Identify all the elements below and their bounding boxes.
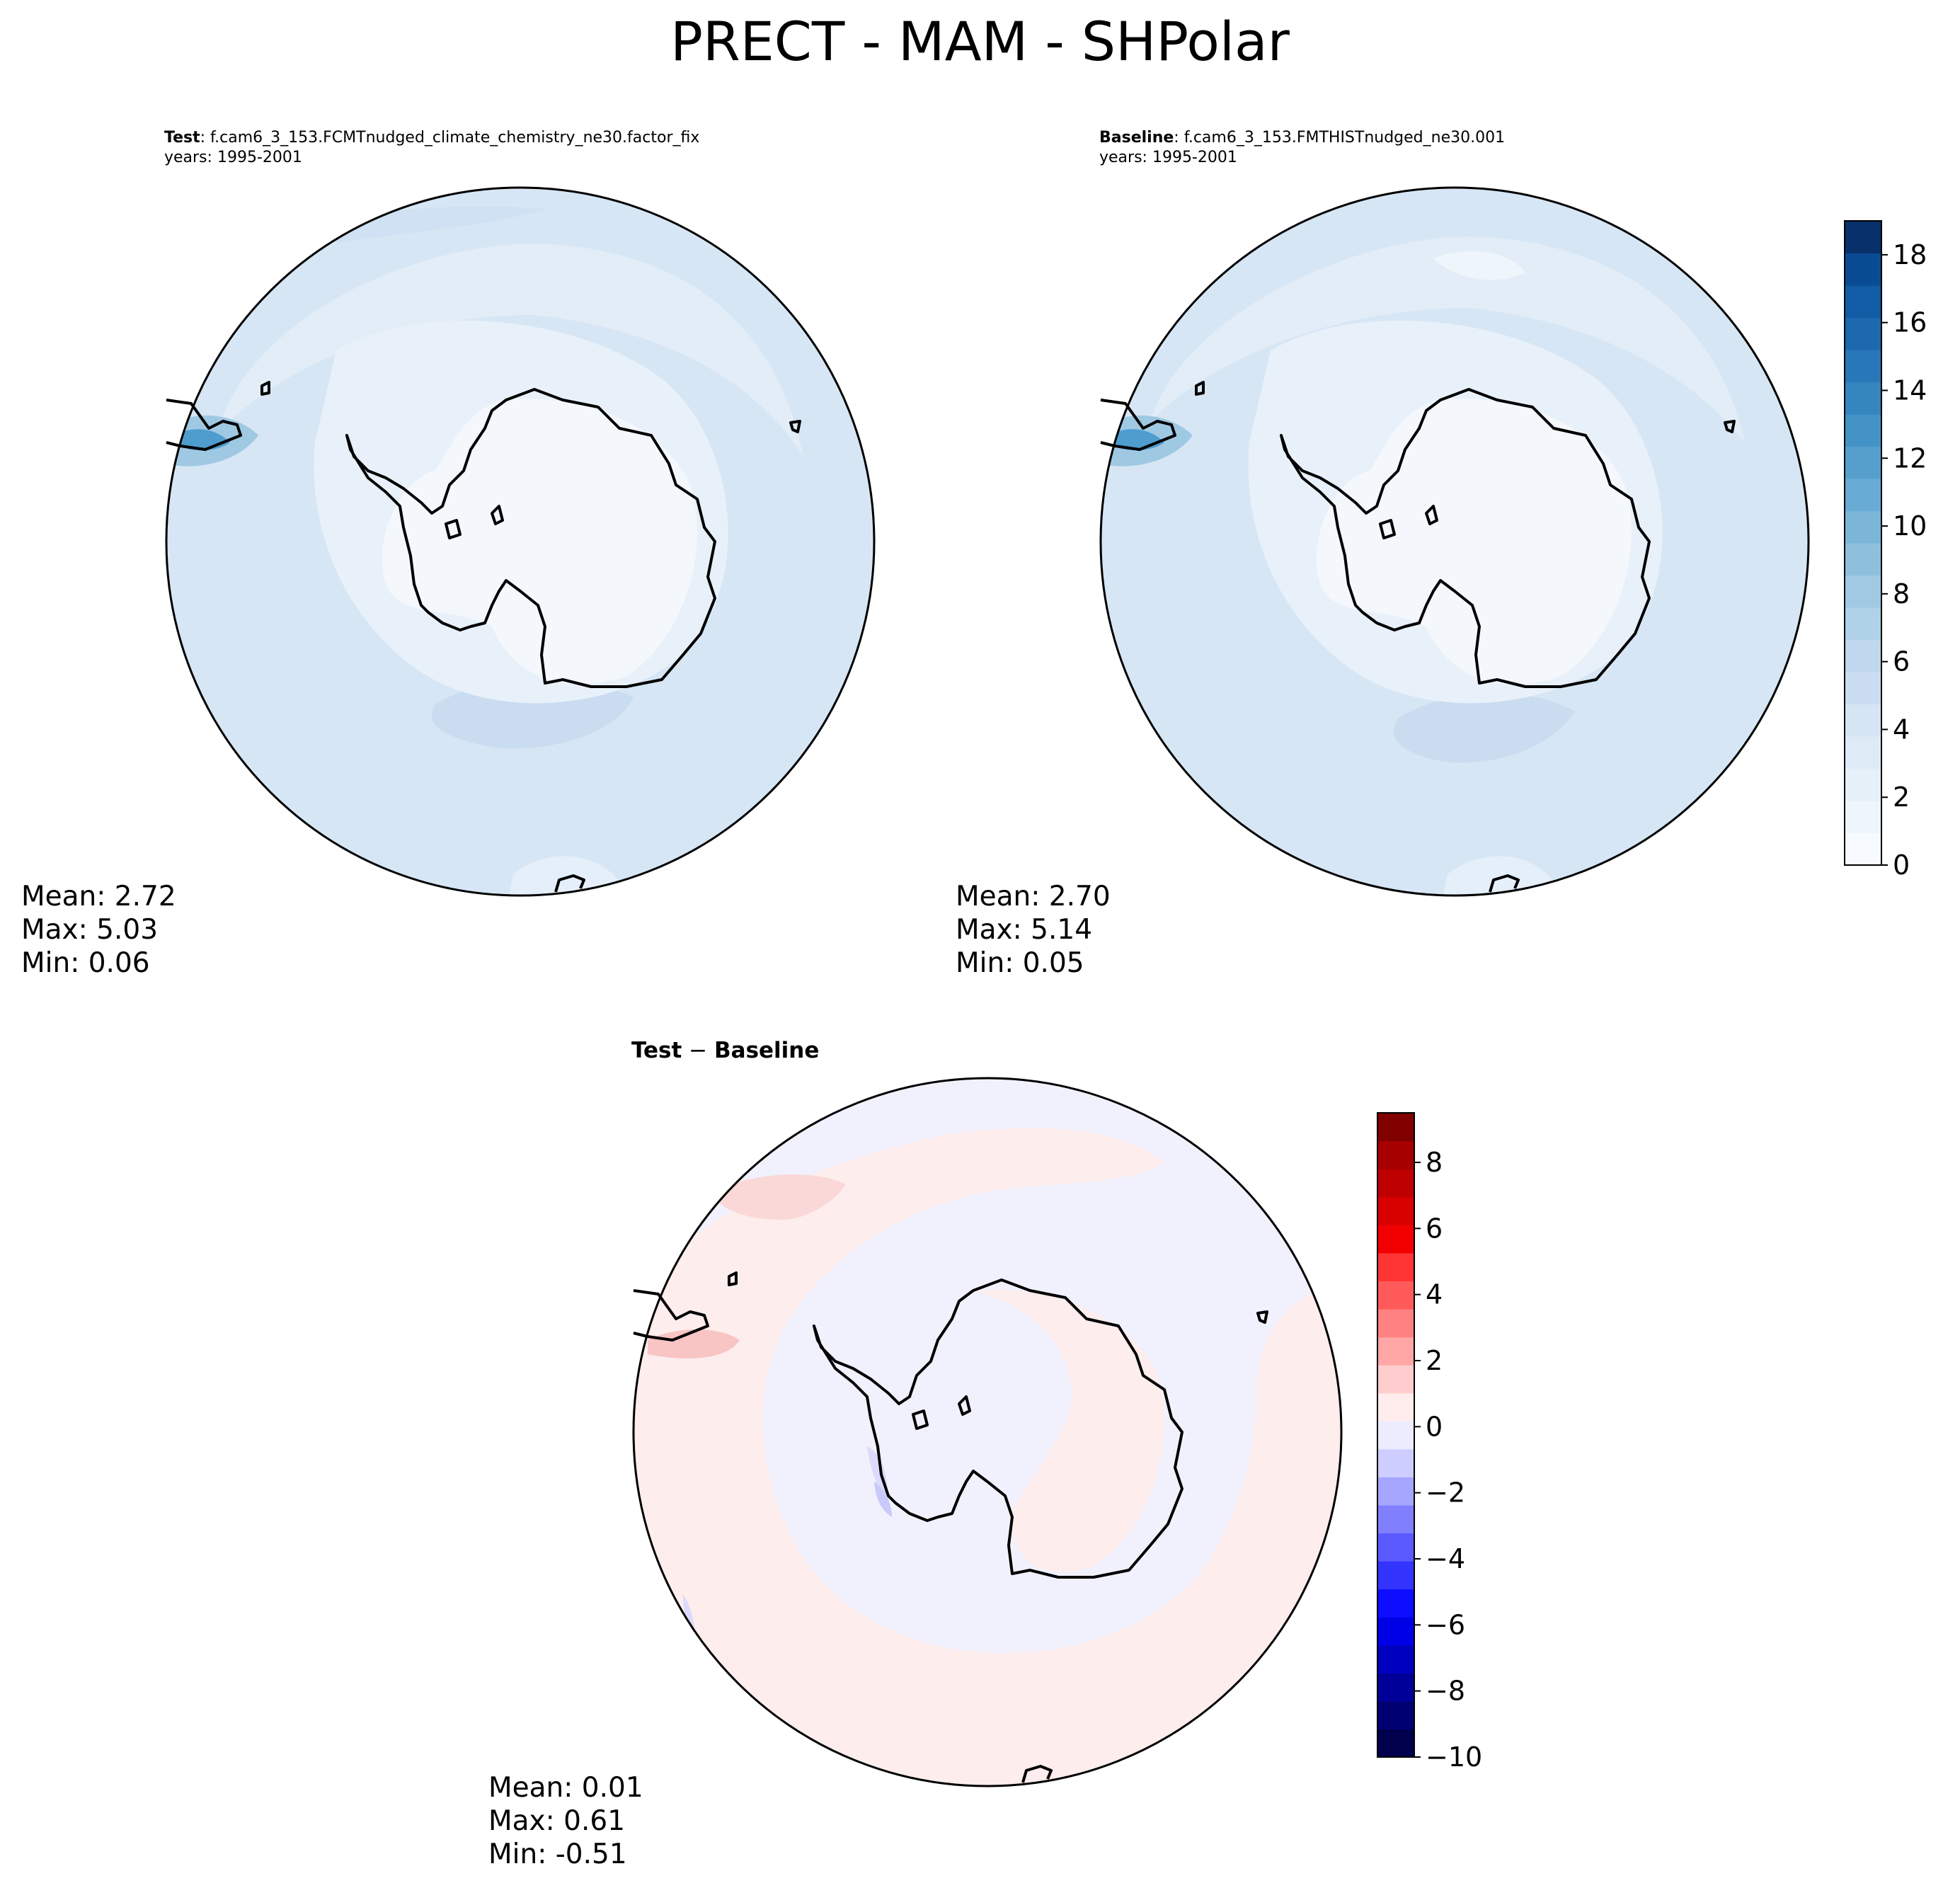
colorbar-frame — [1844, 220, 1882, 866]
colorbar-tick-label: 2 — [1893, 782, 1910, 813]
colorbar-segment — [1845, 221, 1881, 254]
colorbar-segment — [1845, 768, 1881, 801]
colorbar-segment — [1377, 1113, 1414, 1142]
colorbar-segment — [1377, 1477, 1414, 1506]
baseline-case-name: : f.cam6_3_153.FMTHISTnudged_ne30.001 — [1174, 129, 1506, 147]
colorbar-segment — [1845, 317, 1881, 350]
colorbar-segment — [1377, 1392, 1414, 1421]
colorbar-segment — [1845, 704, 1881, 737]
colorbar-frame — [1377, 1112, 1415, 1758]
colorbar-segment — [1377, 1196, 1414, 1225]
baseline-max: Max: 5.14 — [956, 914, 1093, 946]
colorbar-segment — [1377, 1140, 1414, 1169]
colorbar-segment — [1377, 1673, 1414, 1702]
colorbar-segment — [1377, 1561, 1414, 1590]
test-years: years: 1995-2001 — [164, 149, 302, 166]
diff-label-separator: − — [682, 1038, 715, 1063]
colorbar-segment — [1845, 253, 1881, 286]
baseline-map — [1099, 186, 1810, 897]
colorbar-segment — [1377, 1504, 1414, 1534]
colorbar-segment — [1845, 350, 1881, 383]
diff-min: Min: -0.51 — [488, 1838, 627, 1870]
colorbar-tick-label: 4 — [1893, 714, 1910, 745]
colorbar-segment — [1377, 1252, 1414, 1281]
colorbar-segment — [1377, 1729, 1414, 1758]
diff-mean: Mean: 0.01 — [488, 1772, 643, 1804]
colorbar-tick-label: −2 — [1426, 1477, 1465, 1509]
colorbar-tick-label: 14 — [1893, 374, 1927, 406]
diff-stats: Mean: 0.01 Max: 0.61 Min: -0.51 — [488, 1771, 643, 1871]
colorbar-segment — [1845, 672, 1881, 705]
colorbar-segment — [1377, 1365, 1414, 1394]
colorbar-tick-label: −4 — [1426, 1543, 1465, 1574]
colorbar-tick-label: 8 — [1893, 578, 1910, 610]
baseline-years: years: 1995-2001 — [1099, 149, 1237, 166]
colorbar-segment — [1377, 1700, 1414, 1730]
colorbar-tick-label: 4 — [1426, 1279, 1443, 1310]
diff-max: Max: 0.61 — [488, 1805, 626, 1837]
test-label: Test — [164, 129, 200, 147]
diff-label-test: Test — [631, 1038, 682, 1063]
colorbar-segment — [1377, 1448, 1414, 1477]
colorbar-tick-label: −8 — [1426, 1676, 1465, 1707]
colorbar-tick-label: 8 — [1426, 1147, 1443, 1178]
diff-map — [632, 1077, 1343, 1787]
colorbar-segment — [1845, 510, 1881, 544]
baseline-stats: Mean: 2.70 Max: 5.14 Min: 0.05 — [956, 880, 1111, 980]
diff-label-baseline: Baseline — [714, 1038, 820, 1063]
colorbar-segment — [1377, 1225, 1414, 1254]
test-mean: Mean: 2.72 — [21, 881, 176, 912]
colorbar-segment — [1377, 1337, 1414, 1366]
colorbar-segment — [1845, 801, 1881, 834]
test-panel-title: Test: f.cam6_3_153.FCMTnudged_climate_ch… — [164, 128, 699, 168]
colorbar-tick-label: 10 — [1893, 510, 1927, 542]
colorbar-tick-label: −6 — [1426, 1609, 1465, 1640]
colorbar-segment — [1845, 479, 1881, 512]
test-case-name: : f.cam6_3_153.FCMTnudged_climate_chemis… — [200, 129, 700, 147]
prect-colorbar: 0 2 4 6 8 10 12 14 16 18 — [1844, 220, 1927, 881]
colorbar-segment — [1845, 285, 1881, 319]
colorbar-segment — [1377, 1281, 1414, 1310]
colorbar-tick-label: 0 — [1426, 1411, 1443, 1442]
test-map — [165, 186, 876, 897]
test-stats: Mean: 2.72 Max: 5.03 Min: 0.06 — [21, 880, 176, 980]
colorbar-tick-label: 18 — [1893, 239, 1927, 270]
diff-colorbar: −10 −8 −6 −4 −2 0 2 4 6 8 — [1377, 1112, 1482, 1773]
colorbar-segment — [1845, 833, 1881, 866]
colorbar-segment — [1377, 1617, 1414, 1646]
diff-panel-title: Test − Baseline — [631, 1038, 819, 1063]
colorbar-tick-label: 0 — [1893, 849, 1910, 881]
colorbar-segment — [1377, 1169, 1414, 1198]
colorbar-segment — [1377, 1533, 1414, 1562]
colorbar-segment — [1845, 639, 1881, 673]
figure-title: PRECT - MAM - SHPolar — [670, 10, 1290, 73]
test-min: Min: 0.06 — [21, 947, 150, 979]
colorbar-tick-label: 12 — [1893, 442, 1927, 474]
colorbar-segment — [1845, 382, 1881, 415]
colorbar-segment — [1377, 1644, 1414, 1674]
colorbar-segment — [1377, 1421, 1414, 1450]
colorbar-segment — [1377, 1308, 1414, 1338]
baseline-panel-title: Baseline: f.cam6_3_153.FMTHISTnudged_ne3… — [1099, 128, 1505, 168]
baseline-label: Baseline — [1099, 129, 1174, 147]
colorbar-tick-label: 2 — [1426, 1345, 1443, 1376]
baseline-min: Min: 0.05 — [956, 947, 1084, 979]
colorbar-tick-label: 16 — [1893, 307, 1927, 338]
colorbar-segment — [1845, 607, 1881, 641]
colorbar-tick-label: −10 — [1426, 1741, 1482, 1773]
colorbar-segment — [1845, 446, 1881, 479]
colorbar-segment — [1845, 414, 1881, 447]
colorbar-segment — [1845, 736, 1881, 769]
colorbar-tick-label: 6 — [1426, 1213, 1443, 1244]
colorbar-segment — [1377, 1589, 1414, 1618]
baseline-mean: Mean: 2.70 — [956, 881, 1111, 912]
colorbar-segment — [1845, 543, 1881, 576]
test-max: Max: 5.03 — [21, 914, 159, 946]
colorbar-segment — [1845, 575, 1881, 608]
colorbar-tick-label: 6 — [1893, 646, 1910, 677]
